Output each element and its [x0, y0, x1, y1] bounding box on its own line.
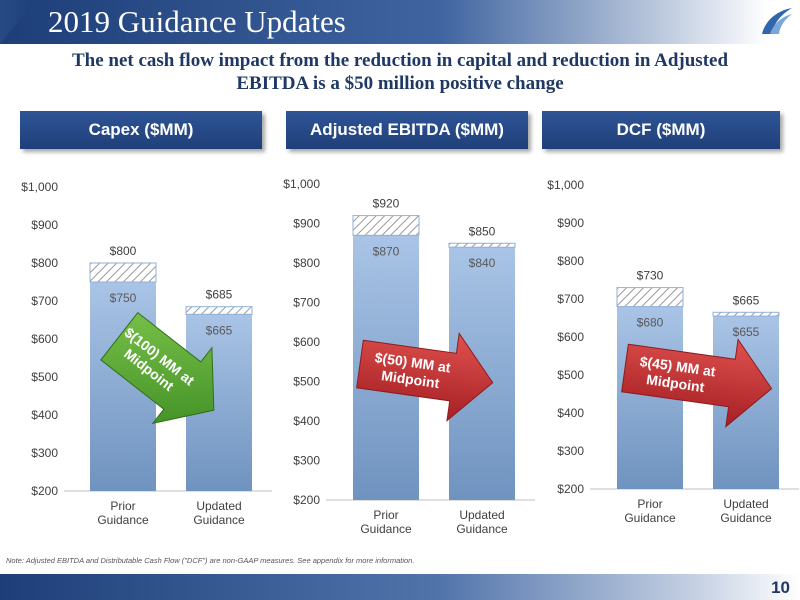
chart-2-label-low: $870 — [373, 244, 400, 258]
chart-1-label-high: $685 — [206, 288, 233, 302]
chart-3-ytick: $400 — [557, 406, 584, 420]
chart-2-category-label: Prior — [373, 508, 398, 522]
chart-3-category-label: Updated — [723, 497, 768, 511]
flame-logo-icon — [762, 8, 792, 34]
chart-2-ytick: $1,000 — [283, 177, 320, 191]
footnote: Note: Adjusted EBITDA and Distributable … — [6, 556, 415, 565]
chart-2-ytick: $900 — [293, 217, 320, 231]
chart-1-ytick: $900 — [31, 218, 58, 232]
chart-1-label-low: $665 — [206, 323, 233, 337]
chart-3-label-high: $730 — [637, 269, 664, 283]
chart-3-label-high: $665 — [733, 293, 760, 307]
chart-1-ytick: $200 — [31, 484, 58, 498]
chart-1-ytick: $400 — [31, 408, 58, 422]
chart-2-label-low: $840 — [469, 256, 496, 270]
capex-chart-header: Capex ($MM) — [20, 111, 262, 149]
title-accent — [0, 0, 36, 44]
chart-3-ytick: $500 — [557, 368, 584, 382]
chart-1-bar-range — [89, 262, 157, 283]
chart-3-label-low: $680 — [637, 316, 664, 330]
chart-3-ytick: $300 — [557, 444, 584, 458]
chart-2-arrow-shape — [356, 332, 494, 422]
subtitle-line-1: The net cash flow impact from the reduct… — [71, 50, 729, 71]
chart-1-ytick: $700 — [31, 294, 58, 308]
chart-1-ytick: $1,000 — [21, 180, 58, 194]
chart-1-label-high: $800 — [110, 244, 137, 258]
chart-2-ytick: $200 — [293, 493, 320, 507]
chart-3-category-label: Prior — [637, 497, 662, 511]
chart-2-ytick: $600 — [293, 335, 320, 349]
page-number: 10 — [771, 578, 790, 597]
chart-3-category-label: Guidance — [720, 511, 772, 525]
chart-3-ytick: $800 — [557, 254, 584, 268]
chart-1-ytick: $300 — [31, 446, 58, 460]
chart-1-category-label: Updated — [196, 499, 241, 513]
chart-1-ytick: $600 — [31, 332, 58, 346]
chart-3-category-label: Guidance — [624, 511, 676, 525]
chart-2-ytick: $700 — [293, 296, 320, 310]
chart-2-label-high: $850 — [469, 224, 496, 238]
dcf-chart-header: DCF ($MM) — [542, 111, 780, 149]
chart-2-ytick: $500 — [293, 375, 320, 389]
chart-2-ytick: $300 — [293, 454, 320, 468]
chart-1-arrow-shape — [100, 311, 215, 425]
chart-3-ytick: $1,000 — [547, 178, 584, 192]
chart-1-ytick: $800 — [31, 256, 58, 270]
chart-2-category-label: Guidance — [360, 522, 412, 536]
chart-2-category-label: Guidance — [456, 522, 508, 536]
footer-bar — [0, 574, 800, 600]
chart-3-ytick: $600 — [557, 330, 584, 344]
chart-1-category-label: Guidance — [97, 513, 149, 527]
ebitda-chart-header: Adjusted EBITDA ($MM) — [286, 111, 528, 149]
chart-1-ytick: $500 — [31, 370, 58, 384]
chart-2-label-high: $920 — [373, 197, 400, 211]
chart-2-ytick: $800 — [293, 256, 320, 270]
chart-1-label-low: $750 — [110, 291, 137, 305]
slide-subtitle: The net cash flow impact from the reduct… — [10, 49, 790, 95]
chart-1-bar-range — [185, 306, 253, 315]
guidance-charts: $200 $300 $400 $500 $600 $700 $800 $900 $1,000 $8… — [21, 177, 799, 536]
chart-3-bar-range — [712, 311, 780, 317]
chart-3-bar-range — [616, 287, 684, 308]
chart-1-category-label: Guidance — [193, 513, 245, 527]
chart-2-bar-range — [352, 215, 420, 236]
chart-2-category-label: Updated — [459, 508, 504, 522]
chart-3-ytick: $200 — [557, 482, 584, 496]
subtitle-line-2: EBITDA is a $50 million positive change — [236, 73, 564, 94]
chart-2-ytick: $400 — [293, 414, 320, 428]
slide-title: 2019 Guidance Updates — [48, 4, 346, 39]
chart-3-ytick: $700 — [557, 292, 584, 306]
chart-3-label-low: $655 — [733, 325, 760, 339]
chart-2-bar-range — [448, 242, 516, 248]
chart-3-arrow-shape — [621, 338, 773, 428]
title-bar: 2019 Guidance Updates — [0, 0, 800, 44]
chart-1-category-label: Prior — [110, 499, 135, 513]
chart-3-ytick: $900 — [557, 216, 584, 230]
